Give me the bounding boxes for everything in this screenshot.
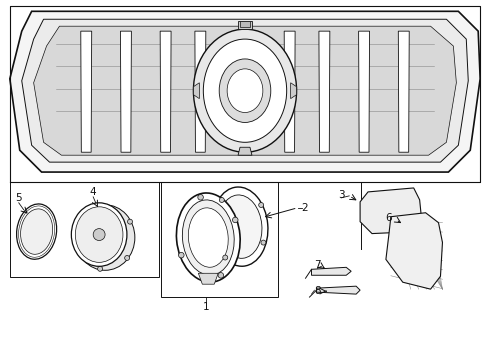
Circle shape <box>75 224 80 229</box>
Ellipse shape <box>21 209 52 254</box>
Circle shape <box>259 203 264 207</box>
Text: 4: 4 <box>90 187 97 197</box>
Ellipse shape <box>218 195 262 258</box>
Circle shape <box>220 198 224 202</box>
Circle shape <box>178 252 184 258</box>
Polygon shape <box>121 31 131 152</box>
Polygon shape <box>238 147 252 155</box>
Polygon shape <box>312 267 351 275</box>
Polygon shape <box>238 21 252 29</box>
Polygon shape <box>398 31 409 152</box>
Circle shape <box>198 194 203 200</box>
Polygon shape <box>317 286 360 294</box>
Polygon shape <box>160 31 171 152</box>
Ellipse shape <box>176 193 240 282</box>
Circle shape <box>127 219 132 224</box>
Circle shape <box>223 255 228 260</box>
Polygon shape <box>81 31 92 152</box>
Text: 7: 7 <box>314 260 321 270</box>
Circle shape <box>98 266 102 271</box>
Polygon shape <box>359 31 369 152</box>
Ellipse shape <box>227 69 263 113</box>
Polygon shape <box>386 213 442 289</box>
Circle shape <box>98 204 102 209</box>
Polygon shape <box>22 19 468 162</box>
Text: 2: 2 <box>301 203 308 213</box>
Circle shape <box>261 240 266 245</box>
Text: 1: 1 <box>203 302 210 312</box>
Circle shape <box>124 256 130 260</box>
Polygon shape <box>195 31 206 152</box>
Polygon shape <box>34 26 456 155</box>
Ellipse shape <box>219 59 271 122</box>
Circle shape <box>232 217 238 223</box>
Ellipse shape <box>75 207 123 262</box>
Polygon shape <box>10 11 480 172</box>
Polygon shape <box>194 83 199 99</box>
Polygon shape <box>284 31 295 152</box>
Ellipse shape <box>212 187 268 266</box>
Ellipse shape <box>17 204 57 259</box>
Ellipse shape <box>72 203 127 266</box>
Ellipse shape <box>188 208 228 267</box>
Ellipse shape <box>203 39 287 142</box>
Text: 6: 6 <box>386 213 392 223</box>
Ellipse shape <box>182 200 234 275</box>
Ellipse shape <box>93 229 105 240</box>
Polygon shape <box>291 83 296 99</box>
Polygon shape <box>198 273 218 284</box>
Polygon shape <box>360 188 421 234</box>
Text: 3: 3 <box>338 190 344 200</box>
Ellipse shape <box>194 29 296 152</box>
Text: 8: 8 <box>314 286 321 296</box>
Text: 5: 5 <box>16 193 22 203</box>
Polygon shape <box>240 21 250 27</box>
Ellipse shape <box>75 205 135 270</box>
Circle shape <box>218 273 223 278</box>
Polygon shape <box>319 31 330 152</box>
